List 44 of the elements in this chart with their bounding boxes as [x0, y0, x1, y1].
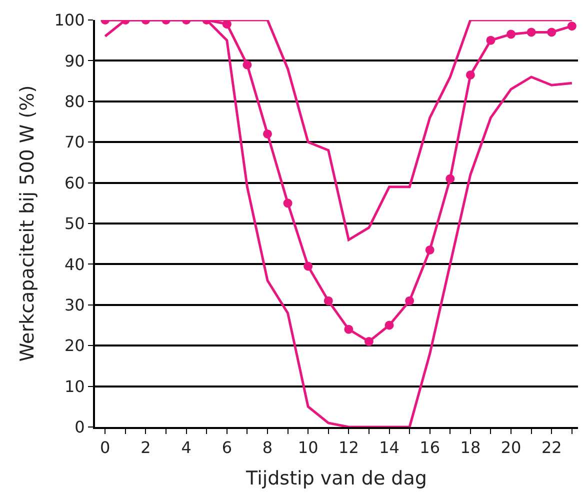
- x-tick-label: 18: [460, 438, 481, 458]
- line-series: [104, 20, 574, 427]
- x-tick-label: 14: [379, 438, 400, 458]
- point: [466, 70, 475, 80]
- y-tick-label: 40: [64, 254, 85, 274]
- point: [486, 36, 496, 45]
- point: [425, 245, 434, 254]
- y-tick-label: 20: [64, 336, 85, 356]
- x-tick-label: 10: [298, 438, 318, 458]
- point: [567, 22, 576, 31]
- x-tick-label: 4: [181, 438, 192, 458]
- point: [384, 320, 394, 330]
- x-tick-label: 12: [338, 438, 359, 458]
- point: [364, 337, 374, 346]
- y-tick-label: 10: [64, 376, 85, 396]
- point: [283, 198, 292, 208]
- y-tick-label: 70: [64, 132, 85, 152]
- x-tick-label: 2: [140, 438, 151, 458]
- point: [344, 324, 354, 334]
- point: [405, 296, 414, 306]
- point: [324, 296, 333, 306]
- point: [547, 28, 556, 37]
- y-tick-label: 100: [54, 10, 85, 30]
- y-axis-title: Werkcapaciteit bij 500 W (%): [16, 85, 39, 362]
- point: [242, 60, 252, 70]
- point: [222, 20, 232, 29]
- point: [506, 30, 516, 39]
- x-tick-label: 8: [262, 438, 273, 458]
- x-axis-title: Tijdstip van de dag: [245, 468, 427, 490]
- x-tick-label: 0: [100, 438, 110, 458]
- y-tick-label: 30: [64, 296, 85, 314]
- y-tick-label: 50: [64, 214, 85, 234]
- y-tick-label: 90: [64, 51, 85, 70]
- point: [526, 28, 536, 37]
- point: [446, 174, 455, 184]
- x-tick-label: 20: [500, 438, 522, 458]
- y-tick-label: 80: [64, 92, 85, 111]
- y-tick-label: 60: [64, 173, 85, 192]
- point: [304, 262, 313, 271]
- x-tick-label: 22: [541, 438, 562, 458]
- point: [263, 129, 272, 138]
- y-tick-label: 0: [74, 418, 85, 437]
- x-tick-label: 6: [222, 438, 232, 458]
- x-tick-label: 16: [420, 438, 440, 458]
